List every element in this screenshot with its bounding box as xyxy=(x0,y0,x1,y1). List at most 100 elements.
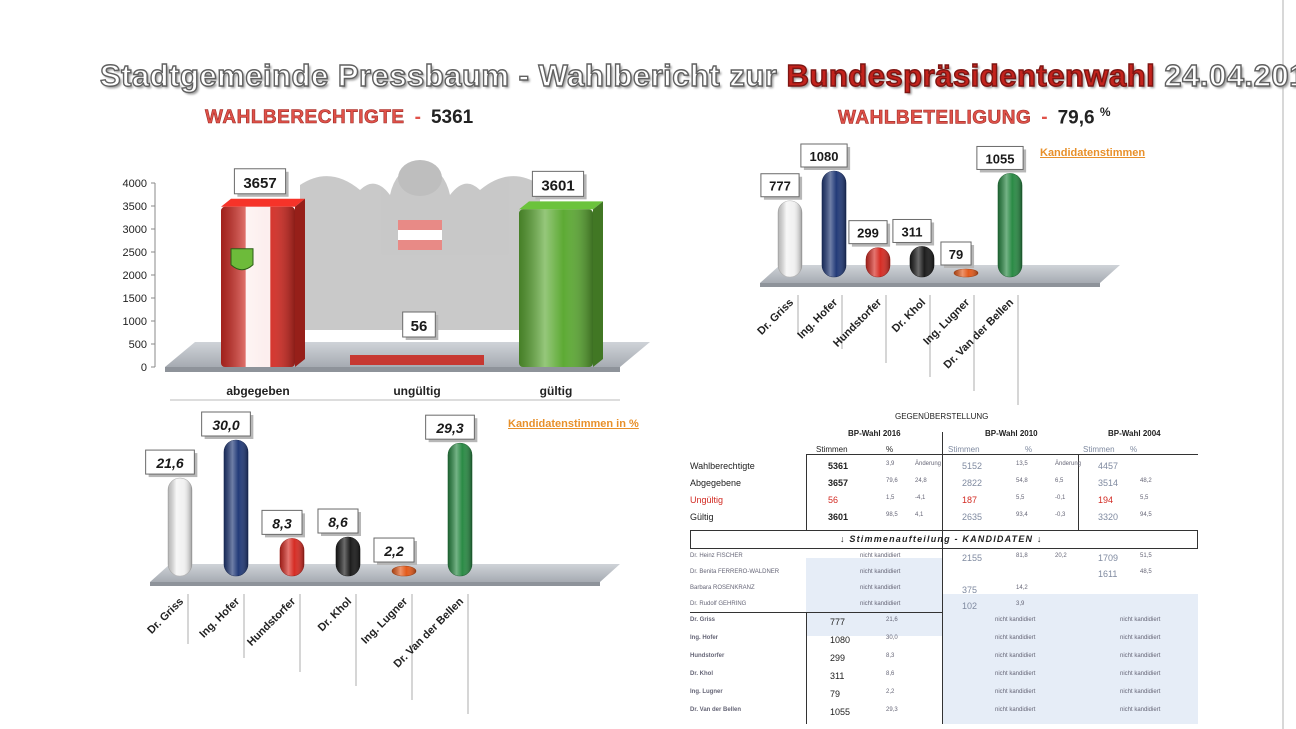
bar-top xyxy=(221,198,305,207)
bar-gloss xyxy=(954,269,978,277)
stat-row: Gültig 3601 98,5 4,1 2635 93,4 -0,3 3320 94,5 xyxy=(690,509,1198,527)
votes-2004: 1611 xyxy=(1098,569,1118,579)
bar-gloss xyxy=(910,246,934,277)
x-category-label: ungültig xyxy=(393,384,440,398)
bar-value-label: 8,3 xyxy=(272,515,292,531)
pct-2016: 8,6 xyxy=(886,671,895,677)
pct-2010: 81,8 xyxy=(1016,553,1028,559)
pct-2016: 8,3 xyxy=(886,653,895,659)
bar-value-label: 2,2 xyxy=(383,543,404,559)
table-caption: GEGENÜBERSTELLUNG xyxy=(895,412,989,421)
change-2010: 6,5 xyxy=(1055,478,1064,484)
floor-edge xyxy=(165,367,620,372)
new-candidate-label: Dr. Van der Bellen xyxy=(690,707,742,713)
y-tick-label: 1500 xyxy=(123,293,147,305)
bar-value-label: 21,6 xyxy=(155,455,183,471)
votes-2016: 5361 xyxy=(828,461,849,471)
bar-value-label: 79 xyxy=(949,247,963,262)
bar-gloss xyxy=(168,478,192,576)
bar-value-label: 311 xyxy=(902,224,923,239)
y-tick-label: 1000 xyxy=(123,316,147,328)
new-candidate-row: Dr. Griss 777 21,6 nicht kandidiert nicht ka… xyxy=(690,614,1198,632)
bar xyxy=(350,355,484,365)
new-candidate-label: Dr. Khol xyxy=(690,671,714,677)
wahlberechtigte-kpi: WAHLBERECHTIGTE -5361 xyxy=(205,107,474,129)
votes-2010: 2822 xyxy=(962,478,983,488)
pct-2016: 30,0 xyxy=(886,635,898,641)
bar-value-label-box xyxy=(233,168,287,195)
subhead-s10: Stimmen xyxy=(948,445,980,454)
wahlbeteiligung-label: WAHLBETEILIGUNG xyxy=(838,107,1032,129)
pct-2010: 13,5 xyxy=(1016,461,1028,467)
placeholder-2004: nicht kandidiert xyxy=(1120,653,1161,659)
pct-2004: 5,5 xyxy=(1140,495,1149,501)
bar-value-label-box xyxy=(800,143,848,168)
bar-top xyxy=(519,201,603,210)
votes-2016: 311 xyxy=(830,671,845,681)
bar-value-label-box xyxy=(892,218,932,243)
bar-value-label: 299 xyxy=(857,226,879,241)
row-label: Ungültig xyxy=(690,495,724,505)
pct-2016: 79,6 xyxy=(886,478,898,484)
rule-top xyxy=(806,454,1198,455)
bar-value-label: 8,6 xyxy=(328,514,348,530)
wahlbeteiligung-unit: % xyxy=(1099,105,1111,119)
x-category-label: Ing. Hofer xyxy=(197,595,242,640)
bar-value-label-box xyxy=(976,145,1024,170)
x-category-label: gültig xyxy=(540,384,573,398)
bar-gloss xyxy=(392,566,416,576)
shade-2016-old xyxy=(806,558,942,636)
new-candidate-label: Hundstorfer xyxy=(690,653,725,659)
x-category-label: Hundstorfer xyxy=(245,595,299,649)
page-title: Stadtgemeinde Pressbaum - Wahlbericht zu… xyxy=(99,57,1296,94)
old-candidate-label: Dr. Rudolf GEHRING xyxy=(690,601,747,607)
votes-2010: 2635 xyxy=(962,512,983,522)
bar-value-label-box xyxy=(531,170,585,197)
votes-2016: 1055 xyxy=(830,707,851,717)
bar-side xyxy=(295,198,305,367)
wahlbeteiligung-kpi: WAHLBETEILIGUNG -79,6 % xyxy=(838,105,1111,129)
votes-2016: 777 xyxy=(830,617,846,627)
legend-kandidatenstimmen: Kandidatenstimmen xyxy=(1040,147,1146,159)
bar-value-label-box xyxy=(848,220,888,245)
vline-1 xyxy=(806,454,807,530)
bar-value-label-box xyxy=(201,411,251,437)
x-category-label: Ing. Lugner xyxy=(359,595,410,646)
bar-value-label: 777 xyxy=(769,179,791,194)
rule-new-candidates xyxy=(690,612,942,613)
bar-value-label-box xyxy=(145,449,195,475)
bar-value-label: 3657 xyxy=(243,175,276,192)
y-tick-label: 0 xyxy=(141,362,147,374)
banner-text: ↓ Stimmenaufteilung - KANDIDATEN ↓ xyxy=(840,534,1043,544)
votes-2004: 4457 xyxy=(1098,461,1119,471)
bar-value-label-box xyxy=(760,173,800,198)
x-category-label: abgegeben xyxy=(226,384,289,398)
bar-value-label-box xyxy=(373,537,415,563)
placeholder-2010: nicht kandidiert xyxy=(995,617,1036,623)
bar-gloss xyxy=(822,171,846,277)
x-category-label: Dr. Griss xyxy=(755,297,796,338)
bar-value-label: 56 xyxy=(411,318,428,335)
bar-side xyxy=(593,201,603,367)
banner-row: ↓ Stimmenaufteilung - KANDIDATEN ↓ xyxy=(690,531,1198,549)
votes-2004: 3514 xyxy=(1098,478,1119,488)
rule-banner-bottom xyxy=(690,548,1198,549)
old-candidate-row: Barbara ROSENKRANZ nicht kandidiert 375 14,… xyxy=(690,582,1198,600)
coat-of-arms-icon xyxy=(230,248,254,271)
old-candidate-row: Dr. Benita FERRERO-WALDNER nicht kandidie… xyxy=(690,566,1198,584)
votes-2010: 187 xyxy=(962,495,978,505)
floor-edge xyxy=(150,582,600,586)
pct-2016: 98,5 xyxy=(886,512,898,518)
rule-banner-top xyxy=(690,530,1198,531)
placeholder-2004: nicht kandidiert xyxy=(1120,671,1161,677)
subhead-s16: Stimmen xyxy=(816,445,848,454)
pct-2010: 54,8 xyxy=(1016,478,1028,484)
change-2016: 4,1 xyxy=(915,512,924,518)
change-2010: 20,2 xyxy=(1055,553,1067,559)
x-category-label: Dr. Khol xyxy=(316,596,354,634)
change-2016: Änderung xyxy=(915,461,942,467)
subhead-p16: % xyxy=(886,445,894,454)
change-2016: 24,8 xyxy=(915,478,927,484)
